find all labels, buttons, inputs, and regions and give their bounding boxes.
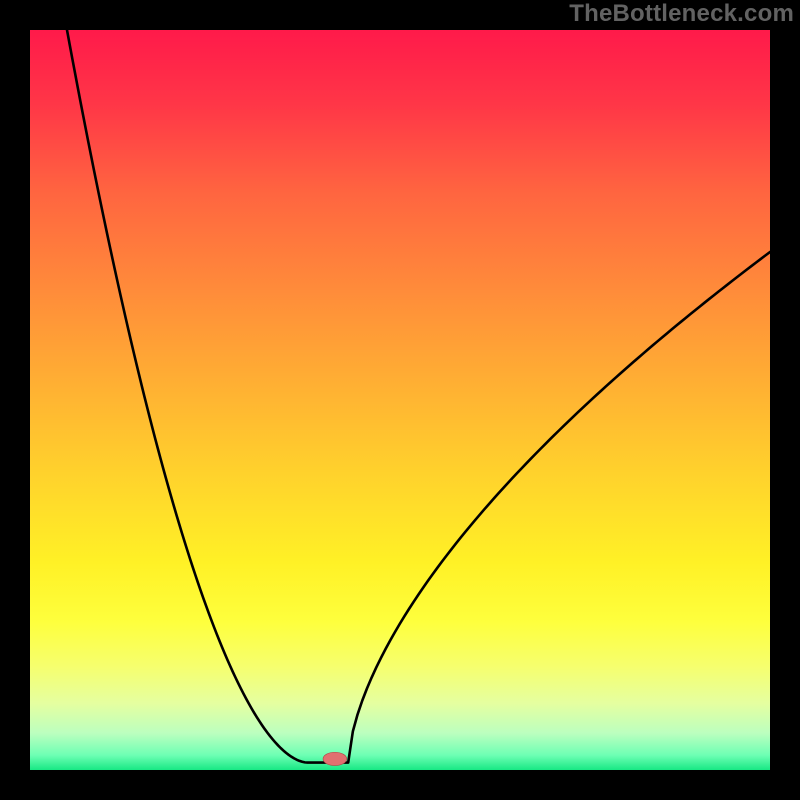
chart-container: TheBottleneck.com <box>0 0 800 800</box>
plot-area <box>30 30 770 770</box>
optimum-marker <box>323 752 347 765</box>
plot-svg <box>30 30 770 770</box>
watermark-text: TheBottleneck.com <box>569 0 794 28</box>
